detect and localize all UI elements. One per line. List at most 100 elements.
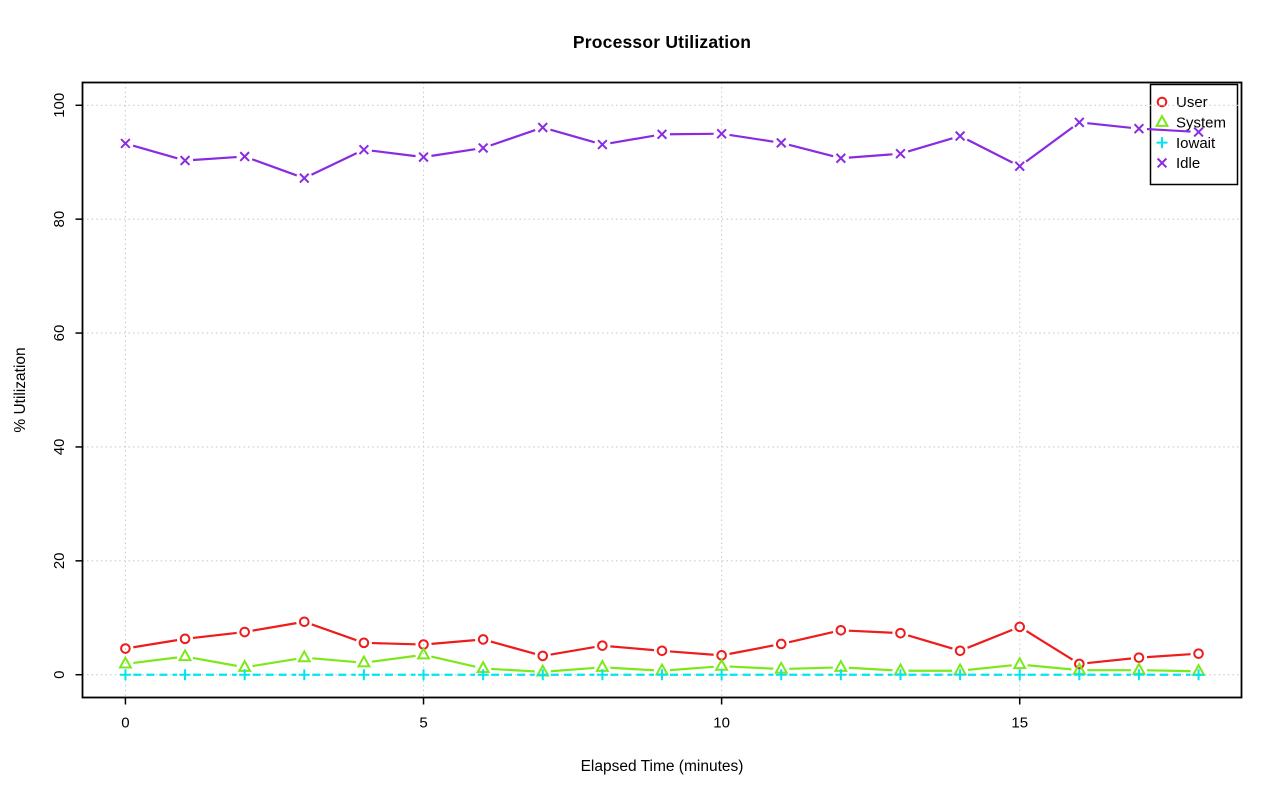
marker-plus <box>716 669 728 681</box>
series-segment <box>610 645 655 652</box>
marker-plus <box>537 669 549 681</box>
legend-item-iowait: Iowait <box>1156 135 1216 152</box>
series-segment <box>132 144 178 160</box>
marker-circle <box>239 626 250 638</box>
series-segment <box>550 666 595 673</box>
legend-item-idle: Idle <box>1156 155 1200 172</box>
marker-x <box>776 137 787 148</box>
series-segment <box>133 639 178 649</box>
marker-x <box>239 151 250 162</box>
x-tick-label: 15 <box>1011 715 1028 732</box>
series-segment <box>311 623 357 642</box>
series-segment <box>848 666 893 672</box>
marker-circle <box>179 633 191 645</box>
series-segment <box>491 667 535 673</box>
marker-plus <box>1156 137 1168 149</box>
series-segment <box>848 153 893 159</box>
x-axis-title: Elapsed Time (minutes) <box>580 758 744 775</box>
series-segment <box>431 639 476 645</box>
series-segment <box>192 656 237 667</box>
marker-plus <box>1133 669 1145 681</box>
marker-plus <box>894 669 906 681</box>
y-tick-label: 60 <box>51 325 68 342</box>
series-segment <box>252 622 297 632</box>
series-segment <box>1027 664 1072 671</box>
marker-x <box>1133 123 1145 134</box>
series-segment <box>371 641 416 646</box>
marker-triangle <box>356 654 371 668</box>
series-segment <box>1087 657 1132 665</box>
series-segment <box>192 155 237 162</box>
marker-x <box>716 128 727 139</box>
series-segment <box>967 628 1013 649</box>
marker-circle <box>1074 658 1085 670</box>
marker-plus <box>179 669 191 681</box>
marker-x <box>120 138 131 149</box>
series-segment <box>1025 126 1074 163</box>
marker-plus <box>119 669 131 681</box>
series-segment <box>550 645 595 656</box>
series-segment <box>431 148 476 157</box>
marker-x <box>1014 161 1025 172</box>
series-segment <box>192 631 237 640</box>
series-segment <box>1025 630 1074 661</box>
series-segment <box>610 134 655 145</box>
marker-triangle <box>177 648 193 662</box>
x-tick-label: 10 <box>713 715 730 732</box>
y-tick-label: 80 <box>51 211 68 228</box>
series-segment <box>312 657 357 664</box>
series-segment <box>669 650 714 656</box>
marker-triangle <box>297 649 312 663</box>
marker-circle <box>1014 621 1026 633</box>
series-segment <box>251 158 298 177</box>
marker-circle <box>895 627 906 639</box>
marker-triangle <box>1012 656 1027 670</box>
series-segment <box>729 644 774 655</box>
legend-item-system: System <box>1154 114 1226 132</box>
series-segment <box>610 666 655 672</box>
legend-box <box>1149 83 1239 186</box>
marker-plus <box>775 669 787 681</box>
series-segment <box>1146 653 1191 659</box>
y-tick-label: 100 <box>51 93 68 118</box>
marker-circle <box>358 637 370 649</box>
marker-plus <box>358 669 370 681</box>
marker-plus <box>1193 669 1205 681</box>
marker-circle <box>1133 652 1145 663</box>
series-segment <box>848 629 893 634</box>
series-segment <box>967 664 1012 671</box>
y-axis-title: % Utilization <box>12 347 29 433</box>
series-segment <box>490 640 536 655</box>
series-user <box>120 616 1204 670</box>
marker-triangle <box>118 655 133 669</box>
marker-triangle <box>1154 114 1170 127</box>
marker-plus <box>596 669 608 681</box>
plot-frame <box>81 81 1243 699</box>
marker-x <box>895 148 906 159</box>
marker-x <box>597 139 608 150</box>
series-idle <box>120 117 1204 184</box>
series-segment <box>1087 122 1132 129</box>
marker-circle <box>597 640 608 651</box>
series-segment <box>490 129 536 147</box>
marker-plus <box>239 669 251 681</box>
series-segment <box>788 631 834 644</box>
marker-x <box>418 151 429 163</box>
marker-x <box>299 173 310 184</box>
marker-x <box>478 142 489 154</box>
x-tick-label: 0 <box>121 715 129 732</box>
y-tick-label: 20 <box>51 552 68 569</box>
marker-x <box>537 122 548 133</box>
marker-x <box>656 129 668 140</box>
marker-circle <box>656 645 668 657</box>
marker-x <box>954 130 966 142</box>
marker-circle <box>477 634 489 645</box>
series-segment <box>729 665 774 670</box>
series-segment <box>371 654 416 663</box>
x-tick-label: 5 <box>419 715 427 732</box>
series-segment <box>1146 669 1191 673</box>
series-segment <box>252 657 297 668</box>
marker-circle <box>1156 96 1168 108</box>
